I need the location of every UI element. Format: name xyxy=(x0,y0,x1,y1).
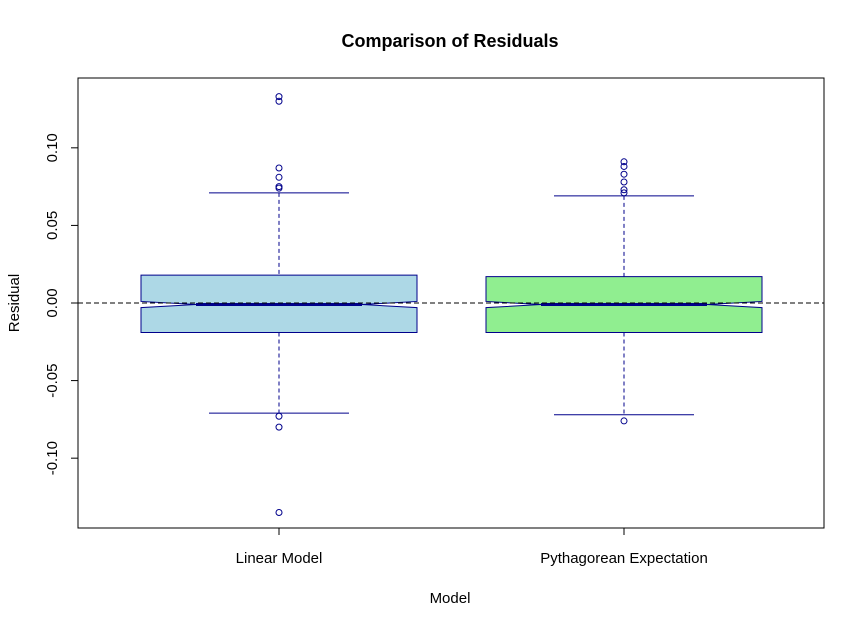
y-tick-label: -0.10 xyxy=(44,441,61,475)
linear-model-outlier xyxy=(275,184,283,192)
pythagorean-expectation-outlier xyxy=(620,417,628,425)
y-tick-label: 0.05 xyxy=(44,211,61,240)
pythagorean-expectation-outlier xyxy=(620,178,628,186)
linear-model-outlier xyxy=(275,97,283,105)
linear-model-outlier xyxy=(275,93,283,101)
x-tick-label: Linear Model xyxy=(236,550,323,567)
linear-model-outlier xyxy=(275,164,283,172)
linear-model-outlier xyxy=(275,173,283,181)
y-tick-label: 0.00 xyxy=(44,288,61,317)
chart-title: Comparison of Residuals xyxy=(341,31,558,51)
linear-model-outlier xyxy=(275,508,283,516)
linear-model-outlier xyxy=(275,412,283,420)
y-axis-label: Residual xyxy=(6,274,23,332)
pythagorean-expectation-outlier xyxy=(620,186,628,194)
linear-model-outlier xyxy=(275,423,283,431)
plot-area: -0.10 -0.05 0.00 0.05 0.10 Linear Model Pythag… xyxy=(44,77,825,567)
x-axis-label: Model xyxy=(430,590,471,607)
pythagorean-expectation-outlier xyxy=(620,158,628,166)
pythagorean-expectation-outlier xyxy=(620,189,628,197)
y-tick-label: -0.05 xyxy=(44,363,61,397)
x-tick-label: Pythagorean Expectation xyxy=(540,550,708,567)
pythagorean-expectation-outlier xyxy=(620,170,628,178)
pythagorean-expectation-outlier xyxy=(620,162,628,170)
y-tick-label: 0.10 xyxy=(44,133,61,162)
